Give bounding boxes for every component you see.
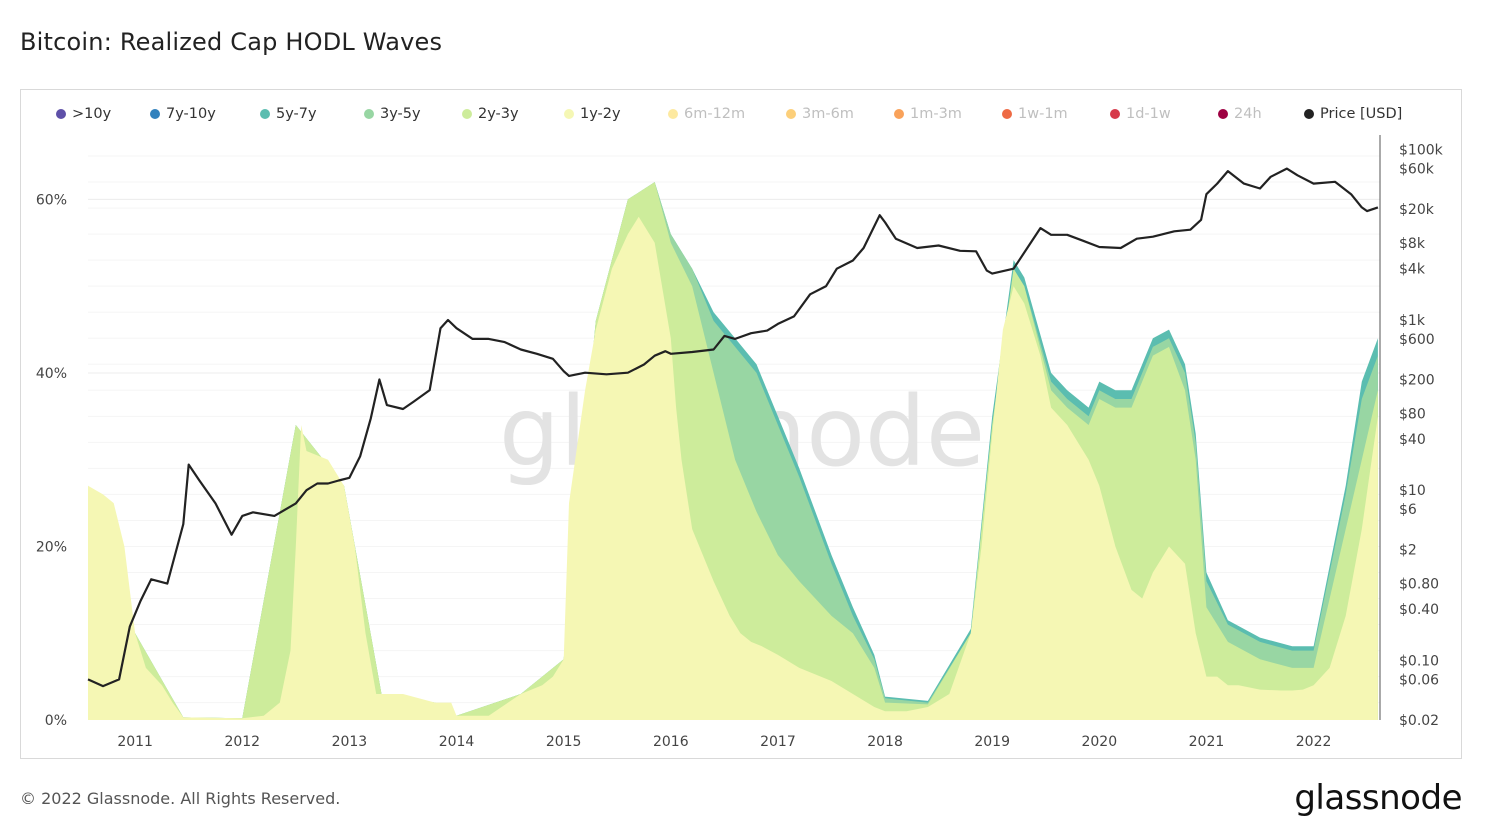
- y-right-tick: $60k: [1399, 162, 1435, 178]
- legend-label: 1d-1w: [1126, 106, 1171, 122]
- legend-label: 3m-6m: [802, 106, 854, 122]
- legend-dot-icon: [364, 109, 374, 119]
- legend-item-1w-1m[interactable]: 1w-1m: [1002, 104, 1110, 124]
- x-tick: 2022: [1296, 734, 1332, 750]
- y-right-tick: $0.40: [1399, 602, 1439, 618]
- y-left-tick: 60%: [36, 192, 67, 208]
- legend-item-price-usd[interactable]: Price [USD]: [1304, 104, 1414, 124]
- legend-dot-icon: [150, 109, 160, 119]
- x-tick: 2016: [653, 734, 689, 750]
- legend-label: 5y-7y: [276, 106, 317, 122]
- price-line: [87, 167, 1379, 688]
- y-right-tick: $0.06: [1399, 672, 1439, 688]
- legend-dot-icon: [1218, 109, 1228, 119]
- axes: 0% 20% 40% 60% $0.02 $0.06 $0.10 $0.40 $0.80 $2 $6…: [36, 135, 1444, 750]
- legend-item-6m-12m[interactable]: 6m-12m: [668, 104, 786, 124]
- legend-item-10y[interactable]: >10y: [56, 104, 150, 124]
- x-tick: 2015: [546, 734, 582, 750]
- x-tick: 2021: [1189, 734, 1225, 750]
- legend-label: 3y-5y: [380, 106, 421, 122]
- legend-item-1y-2y[interactable]: 1y-2y: [564, 104, 668, 124]
- y-left-tick: 0%: [45, 713, 67, 729]
- legend-label: 7y-10y: [166, 106, 216, 122]
- x-tick: 2013: [332, 734, 368, 750]
- brand-logo: glassnode: [1294, 778, 1462, 818]
- x-tick: 2018: [867, 734, 903, 750]
- y-right-tick: $6: [1399, 502, 1417, 518]
- legend-item-3m-6m[interactable]: 3m-6m: [786, 104, 894, 124]
- chart-title: Bitcoin: Realized Cap HODL Waves: [20, 28, 443, 56]
- x-tick: 2020: [1081, 734, 1117, 750]
- chart-legend: >10y 7y-10y 5y-7y 3y-5y 2y-3y 1y-2y 6m-12m 3m-6…: [56, 104, 1414, 124]
- y-right-tick: $600: [1399, 332, 1435, 348]
- y-right-tick: $200: [1399, 372, 1435, 388]
- legend-dot-icon: [894, 109, 904, 119]
- legend-label: Price [USD]: [1320, 106, 1403, 122]
- legend-item-1m-3m[interactable]: 1m-3m: [894, 104, 1002, 124]
- legend-label: 1y-2y: [580, 106, 621, 122]
- y-right-tick: $100k: [1399, 143, 1444, 159]
- x-tick: 2017: [760, 734, 796, 750]
- legend-label: 6m-12m: [684, 106, 746, 122]
- x-tick: 2019: [974, 734, 1010, 750]
- legend-label: 24h: [1234, 106, 1262, 122]
- y-right-tick: $80: [1399, 406, 1426, 422]
- legend-dot-icon: [564, 109, 574, 119]
- x-tick: 2012: [224, 734, 260, 750]
- legend-dot-icon: [1110, 109, 1120, 119]
- y-right-tick: $20k: [1399, 202, 1435, 218]
- legend-dot-icon: [786, 109, 796, 119]
- legend-item-2y-3y[interactable]: 2y-3y: [462, 104, 564, 124]
- x-tick: 2014: [439, 734, 475, 750]
- legend-dot-icon: [1304, 109, 1314, 119]
- y-right-tick: $0.02: [1399, 713, 1439, 729]
- legend-label: >10y: [72, 106, 112, 122]
- y-left-tick: 20%: [36, 539, 67, 555]
- legend-dot-icon: [1002, 109, 1012, 119]
- y-right-tick: $0.10: [1399, 653, 1439, 669]
- y-right-tick: $8k: [1399, 236, 1426, 252]
- y-right-tick: $1k: [1399, 313, 1426, 329]
- area-1y-2y: [88, 216, 1378, 721]
- chart-frame: [20, 89, 1462, 759]
- legend-item-3y-5y[interactable]: 3y-5y: [364, 104, 462, 124]
- y-right-tick: $40: [1399, 432, 1426, 448]
- legend-label: 1w-1m: [1018, 106, 1068, 122]
- copyright-footer: © 2022 Glassnode. All Rights Reserved.: [20, 789, 341, 808]
- legend-dot-icon: [668, 109, 678, 119]
- legend-item-7y-10y[interactable]: 7y-10y: [150, 104, 260, 124]
- x-tick: 2011: [117, 734, 153, 750]
- legend-dot-icon: [462, 109, 472, 119]
- y-right-tick: $0.80: [1399, 577, 1439, 593]
- y-right-tick: $2: [1399, 543, 1417, 559]
- area-series: [88, 182, 1378, 721]
- legend-item-24h[interactable]: 24h: [1218, 104, 1304, 124]
- price-series: [87, 167, 1379, 688]
- legend-item-1d-1w[interactable]: 1d-1w: [1110, 104, 1218, 124]
- y-right-tick: $4k: [1399, 262, 1426, 278]
- legend-label: 2y-3y: [478, 106, 519, 122]
- y-left-tick: 40%: [36, 366, 67, 382]
- legend-label: 1m-3m: [910, 106, 962, 122]
- legend-dot-icon: [260, 109, 270, 119]
- y-right-tick: $10: [1399, 483, 1426, 499]
- legend-item-5y-7y[interactable]: 5y-7y: [260, 104, 364, 124]
- legend-dot-icon: [56, 109, 66, 119]
